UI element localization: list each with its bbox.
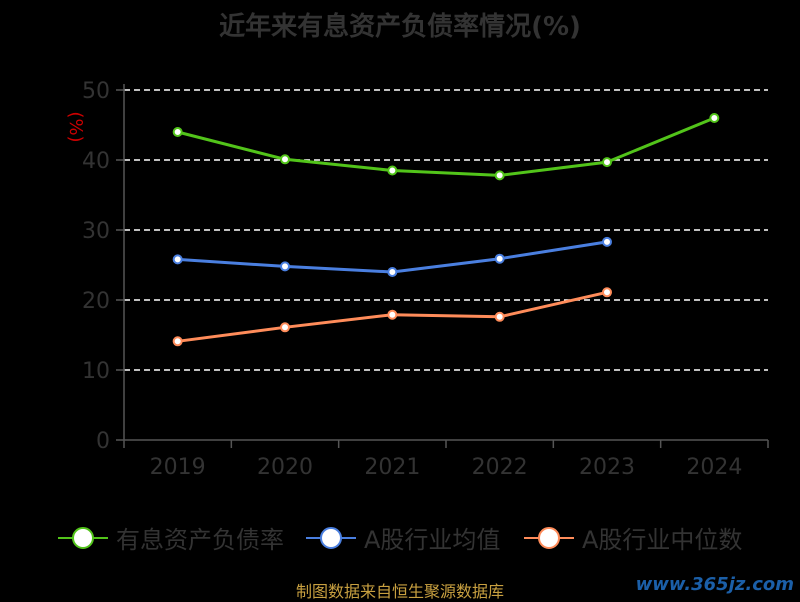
axes: 0 10 20 30 40 50 2019 2020 2021 2022 2023 2024	[82, 79, 769, 480]
legend-line-marker-icon	[306, 521, 356, 555]
data-point[interactable]	[602, 236, 612, 247]
watermark: www.365jz.com	[635, 574, 794, 595]
series-line	[177, 116, 715, 177]
x-tick-label: 2022	[472, 455, 528, 480]
data-point[interactable]	[602, 287, 612, 298]
data-point[interactable]	[494, 170, 505, 181]
legend-label: 有息资产负债率	[116, 526, 284, 554]
data-point[interactable]	[709, 113, 720, 123]
legend-label: A股行业均值	[364, 526, 501, 554]
y-tick-label: 50	[82, 79, 110, 104]
chart-title: 近年来有息资产负债率情况(%)	[219, 12, 581, 42]
y-axis-label: (%)	[65, 111, 86, 142]
legend-item-industry-mean[interactable]: A股行业均值	[306, 520, 500, 555]
legend-line-marker-icon	[524, 521, 574, 555]
x-tick-label: 2021	[364, 455, 420, 480]
data-point[interactable]	[387, 267, 398, 277]
y-tick-label: 40	[82, 149, 110, 174]
grid-lines	[124, 89, 768, 371]
series-layer	[172, 113, 720, 347]
data-point[interactable]	[172, 127, 183, 137]
data-point[interactable]	[280, 322, 290, 333]
legend-item-interest-bearing-debt-ratio[interactable]: 有息资产负债率	[58, 520, 284, 555]
data-point[interactable]	[387, 165, 398, 176]
legend-label: A股行业中位数	[582, 526, 743, 554]
source-note: 制图数据来自恒生聚源数据库	[295, 582, 504, 601]
y-tick-label: 30	[82, 219, 110, 244]
x-tick-label: 2023	[579, 455, 635, 480]
data-point[interactable]	[280, 261, 290, 272]
y-tick-label: 10	[82, 359, 110, 384]
x-tick-label: 2019	[150, 455, 206, 480]
legend: 有息资产负债率 A股行业均值 A股行业中位数	[0, 520, 800, 554]
data-point[interactable]	[494, 253, 505, 264]
legend-line-marker-icon	[58, 521, 108, 555]
legend-item-industry-median[interactable]: A股行业中位数	[524, 520, 742, 555]
x-tick-label: 2024	[686, 455, 742, 480]
data-point[interactable]	[602, 157, 612, 168]
x-tick-label: 2020	[257, 455, 313, 480]
y-tick-label: 0	[96, 429, 110, 454]
data-point[interactable]	[172, 336, 183, 347]
y-tick-label: 20	[82, 289, 110, 314]
data-point[interactable]	[280, 154, 290, 165]
data-point[interactable]	[172, 254, 183, 265]
data-point[interactable]	[387, 309, 398, 320]
data-point[interactable]	[494, 311, 505, 322]
